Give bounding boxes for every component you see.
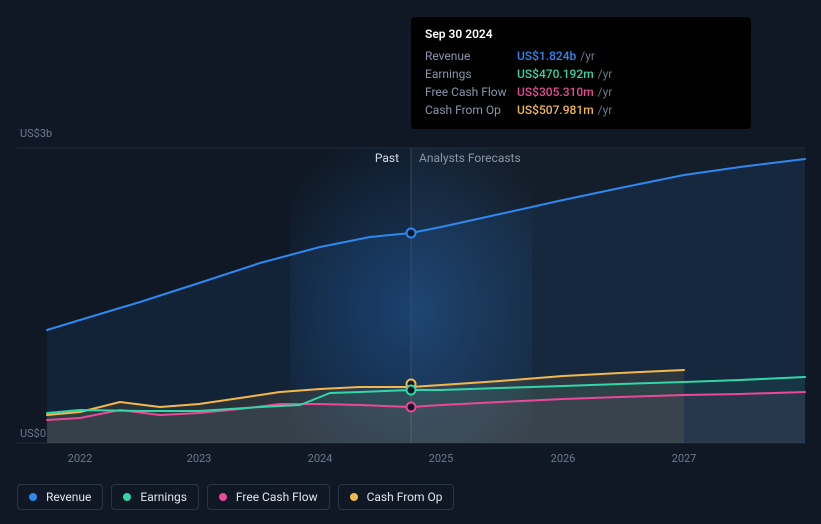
tooltip-metric-value: US$1.824b (517, 47, 576, 65)
x-axis-label: 2026 (551, 452, 576, 465)
tooltip-metric-label: Revenue (425, 47, 517, 65)
legend-dot-icon (123, 493, 131, 501)
tooltip-date: Sep 30 2024 (425, 27, 737, 41)
forecast-label: Analysts Forecasts (419, 151, 521, 165)
legend-item-revenue[interactable]: Revenue (17, 484, 103, 510)
tooltip-metric-unit: /yr (598, 65, 613, 83)
x-axis-label: 2025 (429, 452, 454, 465)
legend-label: Revenue (46, 490, 91, 504)
data-tooltip: Sep 30 2024 RevenueUS$1.824b/yrEarningsU… (411, 17, 751, 129)
tooltip-metric-value: US$470.192m (517, 65, 594, 83)
tooltip-metric-label: Cash From Op (425, 101, 517, 119)
legend-item-earnings[interactable]: Earnings (111, 484, 199, 510)
legend: Revenue Earnings Free Cash Flow Cash From O… (17, 484, 454, 510)
tooltip-row: EarningsUS$470.192m/yr (425, 65, 737, 83)
tooltip-row: RevenueUS$1.824b/yr (425, 47, 737, 65)
legend-dot-icon (219, 493, 227, 501)
financial-forecast-chart: US$3b US$0 Past Analysts Forecasts 2022 2… (0, 0, 821, 524)
tooltip-metric-label: Earnings (425, 65, 517, 83)
tooltip-metric-unit: /yr (580, 47, 595, 65)
tooltip-metric-value: US$305.310m (517, 83, 594, 101)
tooltip-metric-unit: /yr (598, 83, 613, 101)
legend-item-free-cash-flow[interactable]: Free Cash Flow (207, 484, 330, 510)
x-axis-label: 2027 (672, 452, 697, 465)
y-axis-min-label: US$0 (20, 427, 46, 440)
legend-label: Free Cash Flow (236, 490, 318, 504)
legend-label: Cash From Op (367, 490, 443, 504)
legend-label: Earnings (140, 490, 187, 504)
y-axis-max-label: US$3b (20, 127, 52, 140)
tooltip-metric-unit: /yr (598, 101, 613, 119)
tooltip-metric-value: US$507.981m (517, 101, 594, 119)
x-axis-label: 2024 (308, 452, 333, 465)
tooltip-row: Free Cash FlowUS$305.310m/yr (425, 83, 737, 101)
past-label: Past (339, 151, 399, 165)
tooltip-metric-label: Free Cash Flow (425, 83, 517, 101)
legend-item-cash-from-op[interactable]: Cash From Op (338, 484, 455, 510)
x-axis-label: 2022 (68, 452, 93, 465)
x-axis-label: 2023 (187, 452, 212, 465)
legend-dot-icon (350, 493, 358, 501)
tooltip-row: Cash From OpUS$507.981m/yr (425, 101, 737, 119)
legend-dot-icon (29, 493, 37, 501)
